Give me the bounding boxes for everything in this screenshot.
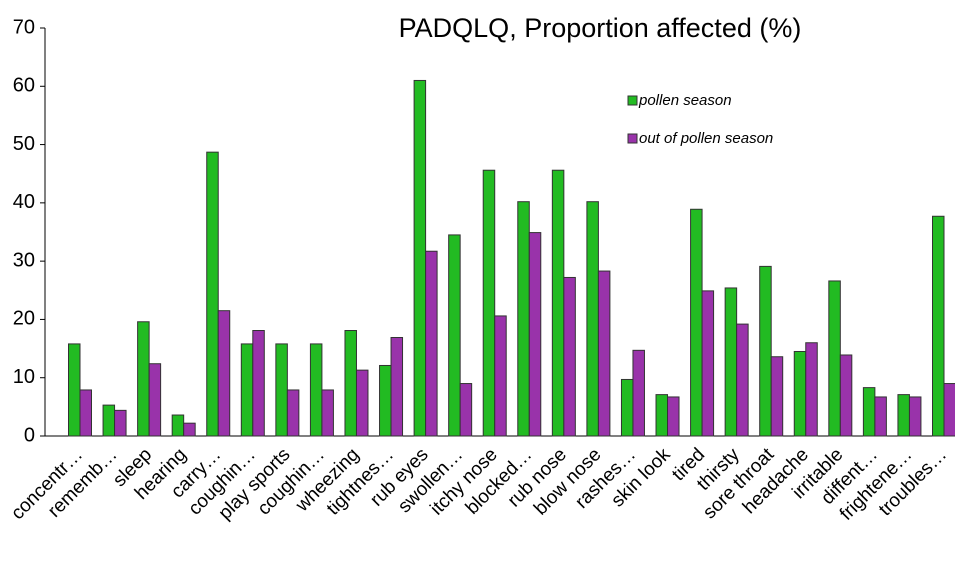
bar [667, 396, 680, 437]
bar [275, 343, 288, 437]
y-tick-label: 70 [13, 16, 35, 38]
bar [862, 387, 876, 437]
bar [770, 356, 784, 437]
bar [932, 215, 945, 437]
bar [759, 265, 772, 437]
bar [217, 310, 231, 437]
bar [494, 315, 507, 437]
bar [528, 232, 542, 437]
bar [736, 323, 749, 437]
bar [252, 330, 265, 437]
bar [379, 364, 392, 437]
bar [690, 208, 703, 437]
bar [655, 394, 669, 437]
legend-label: pollen season [638, 92, 732, 109]
legend-label: out of pollen season [639, 130, 773, 147]
bar [321, 389, 334, 437]
bar [701, 290, 715, 437]
bar [724, 287, 738, 437]
bar [874, 396, 887, 437]
bar [355, 369, 369, 437]
bar [102, 404, 116, 437]
bar [148, 363, 162, 437]
y-tick-label: 30 [13, 249, 35, 271]
y-tick-label: 50 [13, 133, 35, 155]
bar [171, 414, 185, 437]
bar [563, 276, 576, 437]
y-tick-label: 60 [13, 75, 35, 97]
bar [448, 234, 461, 437]
bar [793, 350, 807, 437]
bar [839, 354, 853, 437]
bar [183, 422, 196, 437]
bar [482, 169, 496, 437]
bar [908, 396, 922, 437]
bar [137, 321, 150, 437]
bar [344, 330, 357, 437]
bar [632, 349, 645, 437]
legend-swatch [627, 95, 638, 106]
bar [68, 343, 81, 437]
bar [620, 378, 634, 437]
bar [390, 336, 404, 437]
y-tick-label: 20 [13, 308, 35, 330]
bar [459, 383, 473, 437]
bar [551, 169, 565, 437]
chart-title: PADQLQ, Proportion affected (%) [399, 13, 802, 43]
bar [425, 250, 438, 437]
bar [206, 151, 219, 437]
y-tick-label: 0 [24, 424, 35, 446]
bar [309, 343, 323, 437]
bar [79, 389, 92, 437]
bar [805, 342, 818, 437]
bar [828, 280, 841, 437]
bar [897, 394, 910, 437]
bar [597, 270, 611, 437]
bar [240, 343, 254, 437]
bar [586, 201, 599, 437]
bar [943, 383, 955, 437]
bar [114, 409, 127, 437]
bar [517, 201, 530, 437]
bar [286, 389, 300, 437]
legend-swatch [627, 133, 638, 144]
bar [413, 79, 427, 437]
y-tick-label: 10 [13, 366, 35, 388]
y-tick-label: 40 [13, 191, 35, 213]
